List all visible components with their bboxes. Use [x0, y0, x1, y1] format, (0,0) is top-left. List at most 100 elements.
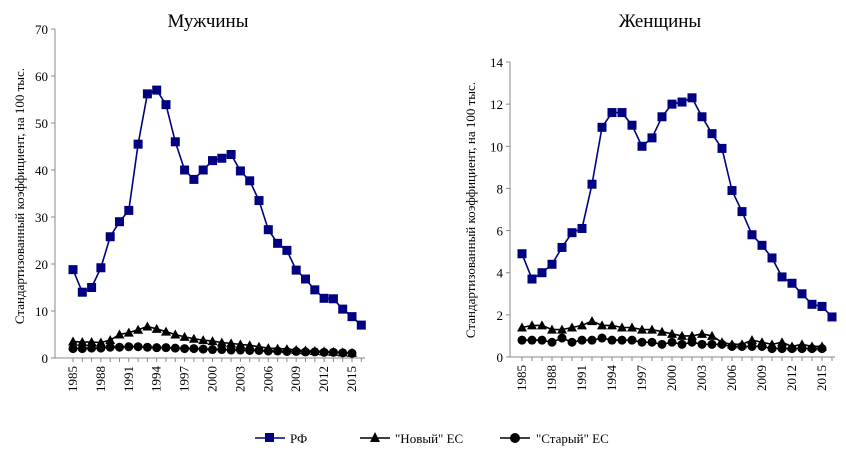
- data-point: [707, 129, 717, 139]
- data-point: [597, 122, 607, 132]
- data-point: [677, 339, 687, 349]
- data-point: [517, 249, 527, 259]
- data-point: [747, 230, 757, 240]
- data-point: [356, 320, 366, 330]
- x-tick-label: 2003: [694, 365, 709, 391]
- data-point: [637, 337, 647, 347]
- data-point: [767, 253, 777, 263]
- data-point: [133, 324, 144, 334]
- data-point: [152, 85, 162, 95]
- data-point: [777, 344, 787, 354]
- data-point: [226, 338, 237, 348]
- series-1: [517, 316, 827, 351]
- y-tick-label: 12: [490, 97, 503, 112]
- data-point: [697, 328, 707, 338]
- data-point: [254, 341, 264, 351]
- legend-label-new-eu: "Новый" ЕС: [395, 431, 463, 446]
- y-tick-label: 2: [497, 308, 504, 323]
- data-point: [170, 343, 180, 353]
- legend-marker-old-eu: [510, 433, 520, 443]
- x-tick-label: 2012: [784, 365, 799, 391]
- x-tick-label: 2015: [344, 366, 359, 392]
- data-point: [747, 335, 757, 345]
- series-line: [521, 96, 833, 318]
- data-point: [787, 341, 797, 351]
- data-point: [87, 283, 97, 292]
- data-point: [319, 346, 330, 356]
- data-point: [328, 346, 339, 356]
- data-point: [547, 324, 557, 334]
- data-point: [597, 320, 607, 330]
- x-tick-label: 2012: [316, 366, 331, 392]
- data-point: [161, 343, 171, 353]
- data-point: [627, 335, 637, 345]
- data-point: [607, 108, 617, 118]
- data-point: [827, 312, 837, 322]
- legend-label-old-eu: "Старый" ЕС: [536, 431, 609, 446]
- data-point: [557, 333, 567, 343]
- data-point: [86, 337, 97, 347]
- data-point: [133, 139, 143, 149]
- data-point: [567, 322, 577, 332]
- data-point: [291, 345, 302, 355]
- data-point: [567, 337, 577, 347]
- data-point: [577, 320, 587, 330]
- data-point: [338, 304, 348, 314]
- y-tick-label: 8: [497, 181, 504, 196]
- data-point: [727, 186, 737, 196]
- data-point: [657, 339, 667, 349]
- x-tick-label: 1991: [574, 365, 589, 391]
- data-point: [115, 217, 124, 227]
- x-tick-label: 1985: [514, 365, 529, 391]
- data-point: [244, 340, 255, 350]
- data-point: [161, 100, 171, 110]
- data-point: [309, 345, 320, 355]
- data-point: [105, 335, 116, 345]
- y-tick-label: 14: [490, 55, 504, 70]
- data-point: [189, 344, 199, 354]
- data-point: [567, 228, 577, 238]
- y-tick-label: 30: [35, 210, 48, 225]
- y-tick-label: 50: [35, 116, 48, 131]
- data-point: [817, 301, 827, 311]
- data-point: [300, 345, 311, 355]
- data-point: [527, 335, 537, 345]
- data-point: [114, 329, 125, 339]
- data-point: [310, 285, 320, 295]
- legend-marker-rf: [265, 433, 274, 442]
- data-point: [273, 238, 283, 248]
- x-tick-label: 1997: [177, 366, 192, 393]
- x-tick-label: 1994: [149, 366, 164, 393]
- x-tick-label: 2006: [260, 366, 275, 393]
- data-point: [142, 321, 153, 331]
- data-point: [717, 143, 727, 153]
- data-point: [777, 272, 787, 282]
- data-point: [587, 335, 597, 345]
- y-tick-label: 20: [35, 257, 48, 272]
- data-point: [637, 141, 647, 151]
- data-point: [657, 326, 667, 336]
- data-point: [757, 240, 767, 250]
- data-point: [637, 324, 647, 334]
- plot-1: 0 2 4 6 8 10 12 14 1985 1988 1991 1994 1997 2000 2003 2…: [490, 55, 837, 391]
- data-point: [517, 335, 527, 345]
- y-tick-label: 70: [35, 22, 48, 37]
- data-point: [272, 343, 283, 353]
- data-point: [235, 166, 245, 176]
- data-point: [180, 165, 190, 175]
- data-point: [727, 339, 737, 349]
- data-point: [68, 336, 78, 346]
- x-tick-label: 1985: [65, 366, 80, 392]
- data-point: [767, 339, 777, 349]
- data-point: [577, 335, 587, 345]
- y-tick-label: 6: [497, 224, 504, 239]
- data-point: [328, 294, 338, 304]
- chart-title-women: Женщины: [619, 11, 702, 32]
- data-point: [707, 339, 717, 349]
- data-point: [77, 287, 87, 297]
- data-point: [281, 344, 292, 354]
- data-point: [787, 278, 797, 288]
- data-point: [115, 342, 124, 352]
- data-point: [587, 179, 597, 189]
- data-point: [151, 323, 162, 333]
